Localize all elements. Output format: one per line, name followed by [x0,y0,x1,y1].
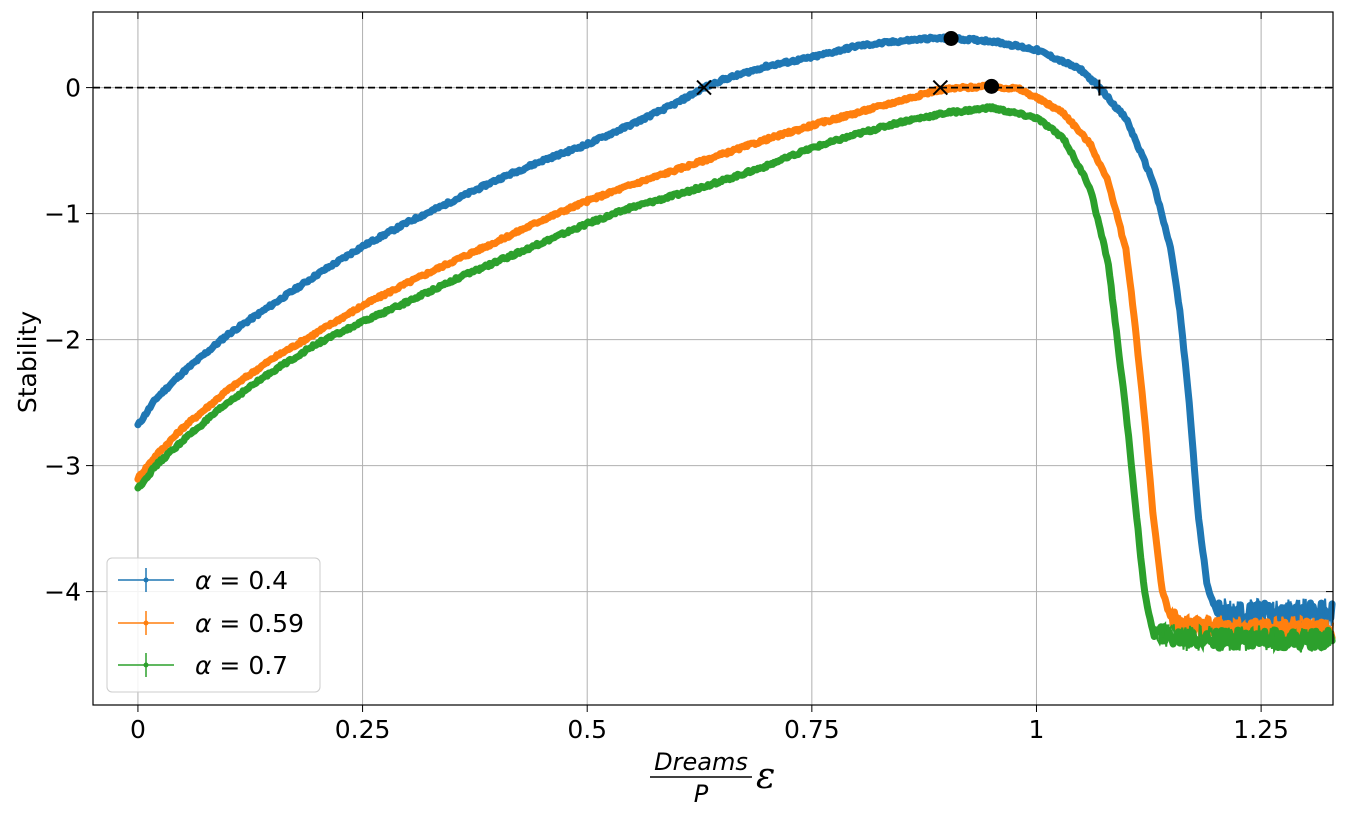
y-axis-label: Stability [13,311,42,414]
y-tick-label: 0 [65,74,81,103]
zero-crossing-plus-marker [1091,79,1108,96]
markers-group [696,30,1108,96]
x-tick-label: 0.25 [335,715,391,744]
legend-label: α = 0.7 [195,651,288,680]
series-line [134,33,1336,628]
legend-marker [143,577,149,583]
legend-marker [143,662,149,668]
x-label-denominator: P [694,780,709,808]
legend-label: α = 0.59 [195,609,304,638]
legend: α = 0.4 α = 0.59 α = 0.7 [106,557,321,693]
legend-symbol: α [195,609,212,638]
legend-entry: α = 0.59 [118,609,304,638]
legend-value: = 0.59 [211,609,304,638]
x-tick-label: 0.75 [784,715,840,744]
legend-entry: α = 0.4 [118,566,288,595]
peak-marker [984,78,1000,94]
series-errorbars [1152,621,1334,655]
legend-entry: α = 0.7 [118,651,288,680]
zero-crossing-x-marker [696,79,712,96]
legend-label: α = 0.4 [195,566,288,595]
series-line [134,81,1336,642]
legend-marker [143,620,149,626]
x-label-numerator: Dreams [654,748,748,776]
plot-frame [92,11,1334,706]
x-tick-label: 0.5 [567,715,607,744]
x-tick-label: 0 [130,715,146,744]
legend-symbol: α [195,566,212,595]
ticks: 0 0.25 0.5 0.75 1 1.25 0 −1 −2 −3 −4 [44,12,1333,744]
zero-crossing-x-marker [932,79,949,96]
legend-value: = 0.7 [211,651,288,680]
peak-marker [943,30,959,46]
y-tick-label: −4 [44,578,81,607]
legend-symbol: α [195,651,212,680]
series-group [134,33,1336,655]
series-2 [134,103,1336,655]
legend-box [106,557,321,693]
x-axis-label: Dreams P ε [650,748,775,808]
x-label-epsilon: ε [756,756,775,797]
y-tick-label: −3 [44,452,81,481]
x-tick-label: 1 [1029,715,1045,744]
y-tick-label: −1 [44,200,81,229]
series-line [134,103,1336,652]
y-tick-label: −2 [44,326,81,355]
x-tick-label: 1.25 [1233,715,1289,744]
legend-value: = 0.4 [211,566,288,595]
